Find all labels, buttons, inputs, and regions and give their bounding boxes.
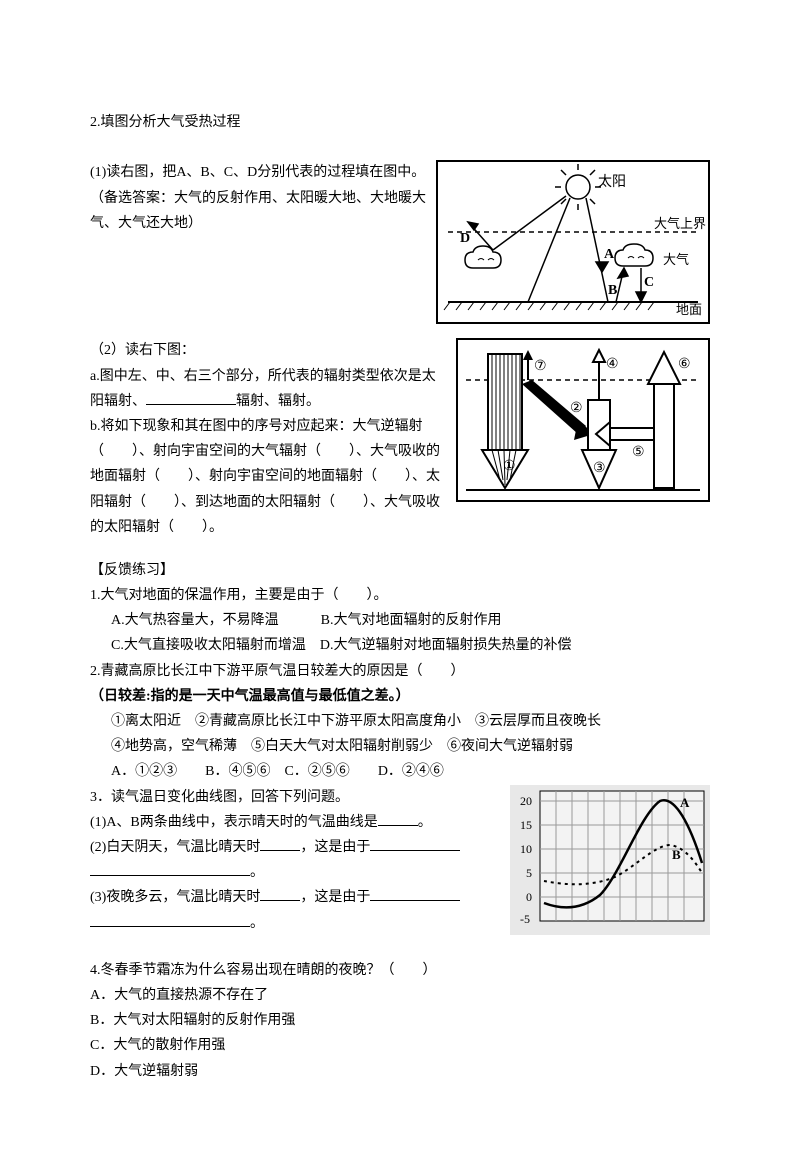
chart-y0: 0 [526,890,532,904]
fb-q2-C[interactable]: C．②⑤⑥ [284,764,349,779]
blank[interactable] [378,811,418,826]
fb-q2-note: （日较差:指的是一天中气温最高值与最低值之差。） [90,684,710,709]
feedback-section: 【反馈练习】 1.大气对地面的保温作用，主要是由于（ ）。 A.大气热容量大，不… [90,558,710,1084]
fb-q3-p3b: ，这是由于 [300,890,370,905]
fig1-D: D [460,231,470,246]
fb-q4-C[interactable]: C．大气的散射作用强 [90,1033,710,1058]
fb-q2: 2.青藏高原比长江中下游平原气温日较差大的原因是（ ） （日较差:指的是一天中气… [90,659,710,785]
blank[interactable] [370,836,460,851]
fb-q2-stem: 2.青藏高原比长江中下游平原气温日较差大的原因是（ ） [90,659,710,684]
chart-y20: 20 [520,794,532,808]
fb-q2-o5: ⑤白天大气对太阳辐射削弱少 [251,739,433,754]
fb-q3-p3c: 。 [250,916,264,931]
f2-7: ⑦ [534,359,547,374]
chart-A: A [680,795,690,810]
fb-q4-B[interactable]: B．大气对太阳辐射的反射作用强 [90,1008,710,1033]
chart-y10: 10 [520,842,532,856]
fb-q3-p2b: ，这是由于 [300,840,370,855]
f2-6: ⑥ [678,357,691,372]
fb-q2-o4: ④地势高，空气稀薄 [111,739,237,754]
fb-q1-D[interactable]: D.大气逆辐射对地面辐射损失热量的补偿 [320,638,572,653]
radiation-flow-diagram: ⑦ ① ② [456,338,710,502]
fb-q3-text: 3．读气温日变化曲线图，回答下列问题。 (1)A、B两条曲线中，表示晴天时的气温… [90,785,500,936]
fb-q3-row: 3．读气温日变化曲线图，回答下列问题。 (1)A、B两条曲线中，表示晴天时的气温… [90,785,710,944]
fb-q2-B[interactable]: B．④⑤⑥ [205,764,270,779]
fig1-sun-label: 太阳 [598,174,626,190]
q2-p2-text: （2）读右下图： a.图中左、中、右三个部分，所代表的辐射类型依次是太阳辐射、辐… [90,338,446,540]
f2-1: ① [503,459,516,474]
fig1-C: C [644,275,654,290]
f2-2: ② [570,401,583,416]
fb-q1-B[interactable]: B.大气对地面辐射的反射作用 [321,613,502,628]
fb-q2-o6: ⑥夜间大气逆辐射弱 [447,739,573,754]
fb-q3-fig: 20 15 10 5 0 -5 A B [510,785,710,944]
fb-q2-o1: ①离太阳近 [111,714,181,729]
fb-q4-stem: 4.冬春季节霜冻为什么容易出现在晴朗的夜晚？（ ） [90,958,710,983]
chart-y15: 15 [520,818,532,832]
fb-q3-stem: 3．读气温日变化曲线图，回答下列问题。 [90,785,500,810]
q2-section: 2.填图分析大气受热过程 (1)读右图，把A、B、C、D分别代表的过程填在图中。… [90,110,710,540]
q2-p2-row: （2）读右下图： a.图中左、中、右三个部分，所代表的辐射类型依次是太阳辐射、辐… [90,338,710,540]
fb-q2-D[interactable]: D．②④⑥ [378,764,444,779]
blank[interactable] [260,886,300,901]
fb-q1: 1.大气对地面的保温作用，主要是由于（ ）。 A.大气热容量大，不易降温 B.大… [90,583,710,659]
fb-q4: 4.冬春季节霜冻为什么容易出现在晴朗的夜晚？（ ） A．大气的直接热源不存在了 … [90,958,710,1084]
fb-q2-o2: ②青藏高原比长江中下游平原太阳高度角小 [195,714,461,729]
blank[interactable] [90,912,250,927]
blank[interactable] [260,836,300,851]
fb-q4-A[interactable]: A．大气的直接热源不存在了 [90,983,710,1008]
chart-B: B [672,847,681,862]
chart-y5: 5 [526,866,532,880]
q2-p2-b: b.将如下现象和其在图中的序号对应起来：大气逆辐射（ ）、射向宇宙空间的大气辐射… [90,414,446,540]
q2-title: 2.填图分析大气受热过程 [90,110,710,135]
f2-5: ⑤ [632,445,645,460]
feedback-title: 【反馈练习】 [90,558,710,583]
q2-p1-text: (1)读右图，把A、B、C、D分别代表的过程填在图中。 （备选答案：大气的反射作… [90,160,426,236]
blank[interactable] [90,861,250,876]
chart-yn5: -5 [520,912,530,926]
q2-p2-a2: 辐射、辐射。 [236,394,320,409]
q2-p1-row: (1)读右图，把A、B、C、D分别代表的过程填在图中。 （备选答案：大气的反射作… [90,160,710,324]
q2-p1-line2: （备选答案：大气的反射作用、太阳暖大地、大地暖大气、大气还大地） [90,186,426,236]
fig1-B: B [608,283,617,298]
blank[interactable] [146,390,236,405]
q2-p1-line1: (1)读右图，把A、B、C、D分别代表的过程填在图中。 [90,160,426,185]
fig1-atmtop-label: 大气上界 [654,216,706,231]
fb-q2-A[interactable]: A．①②③ [111,764,177,779]
fb-q3-p1a: (1)A、B两条曲线中，表示晴天时的气温曲线是 [90,815,378,830]
q2-fig2-wrap: ⑦ ① ② [456,338,710,502]
fb-q1-A[interactable]: A.大气热容量大，不易降温 [111,613,279,628]
f2-3: ③ [593,461,606,476]
fb-q3-p2a: (2)白天阴天，气温比晴天时 [90,840,260,855]
fb-q2-o3: ③云层厚而且夜晚长 [475,714,601,729]
f2-4: ④ [606,357,619,372]
fb-q4-D[interactable]: D．大气逆辐射弱 [90,1059,710,1084]
fig1-A: A [604,247,615,262]
atmosphere-heating-diagram: 地面 大气上界 太阳 [436,160,710,324]
fb-q3-p2c: 。 [250,865,264,880]
q2-p2-header: （2）读右下图： [90,338,446,363]
q2-p2-a: a.图中左、中、右三个部分，所代表的辐射类型依次是太阳辐射、辐射、辐射。 [90,364,446,414]
fb-q1-C[interactable]: C.大气直接吸收太阳辐射而增温 [111,638,306,653]
fig1-ground-label: 地面 [676,302,702,317]
fb-q1-stem: 1.大气对地面的保温作用，主要是由于（ ）。 [90,583,710,608]
fb-q3-p1b: 。 [418,815,432,830]
temperature-curve-chart: 20 15 10 5 0 -5 A B [510,785,710,935]
fig1-atm-label: 大气 [663,252,689,267]
blank[interactable] [370,886,460,901]
fb-q3-p3a: (3)夜晚多云，气温比晴天时 [90,890,260,905]
q2-fig1-wrap: 地面 大气上界 太阳 [436,160,710,324]
